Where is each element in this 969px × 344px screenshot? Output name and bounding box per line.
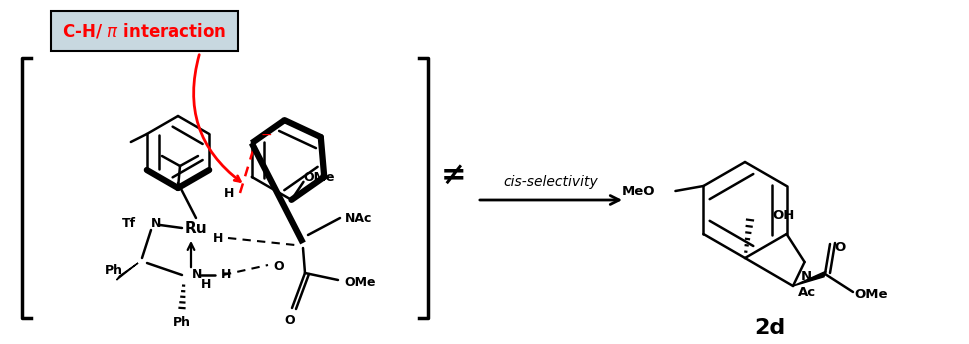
Text: N: N: [151, 216, 161, 229]
Text: 2d: 2d: [754, 318, 785, 338]
Text: ≠: ≠: [440, 161, 465, 190]
Text: O: O: [272, 260, 283, 273]
Text: N: N: [800, 270, 811, 283]
Text: OH: OH: [771, 208, 794, 222]
Text: H: H: [212, 232, 223, 245]
Text: MeO: MeO: [621, 184, 655, 197]
Text: H: H: [224, 186, 234, 200]
Text: OMe: OMe: [303, 171, 335, 184]
Text: O: O: [284, 313, 295, 326]
Text: H: H: [201, 279, 211, 291]
Text: Ru: Ru: [184, 221, 207, 236]
Text: N: N: [192, 269, 203, 281]
Text: H: H: [221, 269, 232, 281]
Text: OMe: OMe: [344, 276, 375, 289]
Text: Ac: Ac: [797, 286, 815, 299]
Text: Tf: Tf: [122, 216, 136, 229]
FancyBboxPatch shape: [51, 11, 237, 51]
Text: OMe: OMe: [854, 289, 887, 301]
Polygon shape: [793, 271, 826, 286]
Text: Ph: Ph: [172, 316, 191, 330]
Text: −: −: [261, 128, 272, 142]
Text: C-H/ $\pi$ interaction: C-H/ $\pi$ interaction: [62, 22, 227, 41]
Polygon shape: [116, 263, 138, 280]
Text: NAc: NAc: [345, 212, 372, 225]
Text: O: O: [833, 240, 845, 254]
Text: Ph: Ph: [105, 265, 123, 278]
Text: cis-selectivity: cis-selectivity: [503, 175, 598, 189]
